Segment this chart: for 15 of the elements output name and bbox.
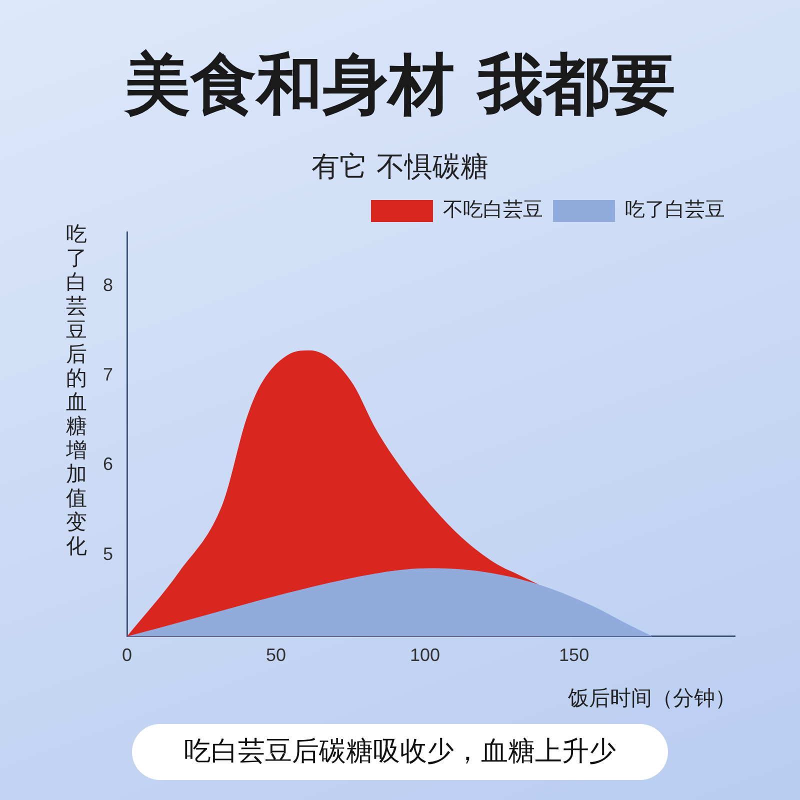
y-tick-label: 6 [102, 454, 114, 474]
x-tick-label: 50 [266, 645, 286, 666]
chart-subtitle: 有它 不惧碳糖 [310, 149, 490, 185]
chart-title: 美食和身材 我都要 [122, 45, 676, 125]
x-axis-title: 饭后时间（分钟） [568, 685, 736, 712]
legend-label: 不吃白芸豆 [443, 197, 543, 222]
y-tick-label: 7 [102, 364, 114, 384]
legend-label: 吃了白芸豆 [625, 197, 725, 222]
x-tick-label: 150 [559, 645, 590, 666]
x-tick-label: 0 [122, 645, 132, 666]
y-tick-label: 8 [102, 274, 114, 295]
x-tick-label: 100 [410, 645, 440, 666]
text: 吃白芸豆后碳糖吸收少，血糖上升少 [132, 724, 668, 780]
text: 吃了白芸豆后的血糖增加值变化 [66, 222, 87, 558]
y-tick-label: 5 [102, 544, 114, 564]
